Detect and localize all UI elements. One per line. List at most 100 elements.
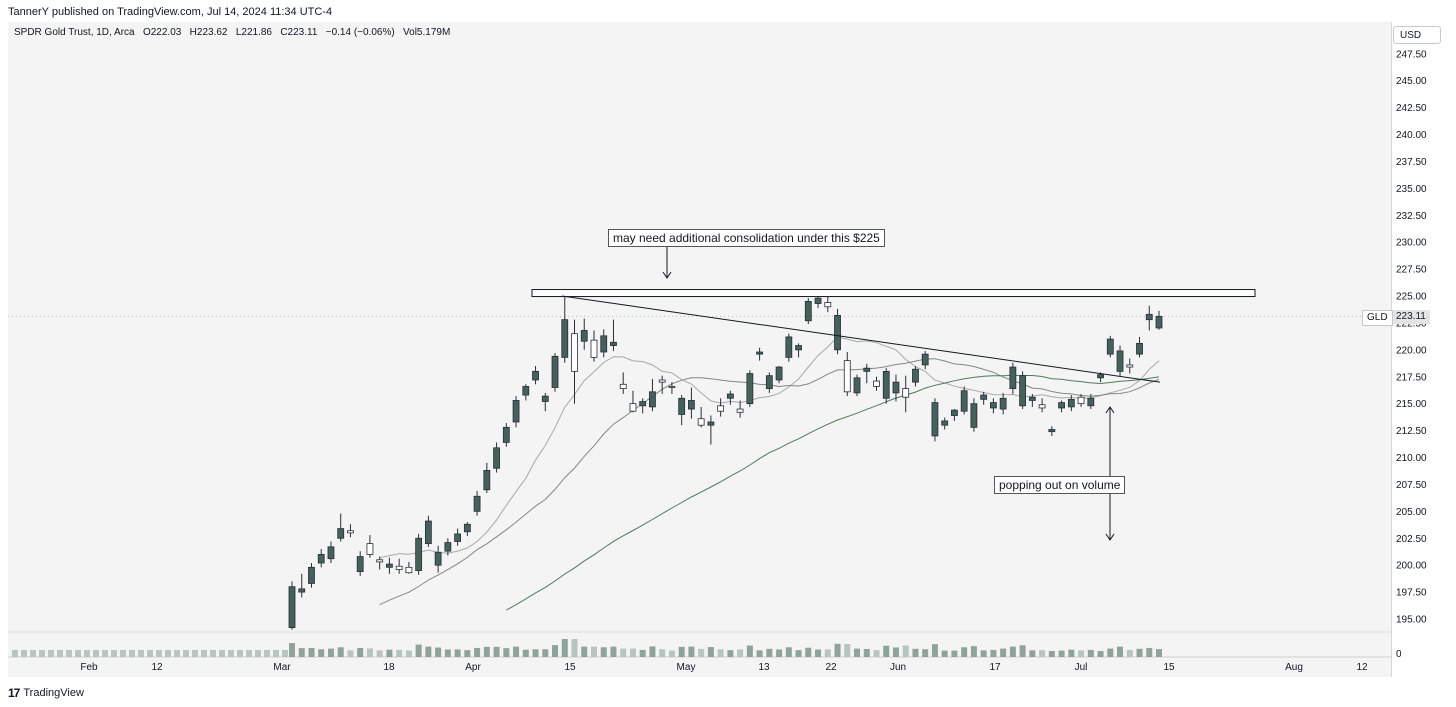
x-tick-label: 13	[758, 662, 770, 673]
volume-bar	[308, 647, 315, 657]
volume-bar	[219, 650, 225, 657]
y-tick-label: 215.00	[1396, 399, 1427, 410]
annotation-volume[interactable]: popping out on volume	[994, 476, 1126, 494]
volume-bar	[1000, 648, 1007, 657]
y-tick-label: 232.50	[1396, 211, 1427, 222]
volume-bar	[120, 650, 126, 657]
volume-bar	[756, 650, 763, 657]
volume-bar	[1058, 650, 1065, 657]
volume-bar	[1029, 650, 1036, 657]
volume-bar	[396, 649, 403, 657]
volume-bar	[590, 646, 597, 657]
candle-body	[726, 393, 734, 399]
volume-bar	[1068, 649, 1075, 657]
candle-body	[317, 554, 325, 564]
x-tick-label: 17	[989, 662, 1001, 673]
candle-body	[658, 379, 666, 383]
candle-body	[1126, 364, 1134, 368]
volume-bar	[1107, 648, 1114, 657]
ma-short-line	[379, 336, 1160, 559]
candle-body	[649, 391, 656, 408]
volume-bar	[815, 649, 822, 657]
candle-body	[1028, 396, 1036, 401]
volume-bar	[805, 647, 812, 657]
candle-body	[424, 520, 432, 545]
candle-body	[1097, 374, 1104, 379]
volume-bar	[668, 650, 675, 657]
y-tick-label: 195.00	[1396, 615, 1427, 626]
candle-body	[415, 537, 423, 571]
candle-body	[571, 333, 578, 372]
annotation-consolidation[interactable]: may need additional consolidation under …	[608, 229, 885, 247]
candle-body	[590, 339, 598, 358]
price-axis[interactable]	[1391, 22, 1449, 677]
candle-body	[921, 353, 929, 366]
chart-pane[interactable]	[8, 22, 1391, 677]
candle-body	[580, 330, 588, 342]
x-tick-label: Mar	[273, 662, 291, 673]
x-tick-label: 22	[825, 662, 837, 673]
y-tick-label: 247.50	[1396, 49, 1427, 60]
x-tick-label: Jul	[1075, 662, 1088, 673]
volume-bar	[961, 647, 968, 657]
volume-bar	[264, 650, 270, 657]
volume-bar	[912, 648, 919, 657]
y-tick-label: 227.50	[1396, 265, 1427, 276]
arrow-head	[1105, 406, 1115, 414]
candle-body	[697, 418, 705, 426]
volume-bar	[707, 647, 714, 657]
candle-body	[824, 302, 832, 308]
volume-bar	[174, 650, 180, 657]
volume-bar	[138, 650, 144, 657]
candle-body	[337, 528, 345, 539]
tradingview-logo-icon: 17	[8, 686, 20, 700]
y-tick-label: 230.00	[1396, 238, 1427, 249]
volume-bar	[649, 646, 656, 657]
volume-bar	[273, 650, 279, 657]
candle-body	[804, 300, 812, 322]
volume-bar	[522, 649, 529, 657]
candle-body	[502, 426, 510, 443]
candle-body	[912, 368, 919, 383]
volume-bar	[347, 650, 354, 657]
volume-bar	[57, 650, 63, 657]
volume-bar	[192, 650, 198, 657]
candle-body	[765, 375, 773, 389]
volume-bar	[980, 650, 987, 657]
candle-body	[561, 319, 569, 358]
candle-body	[1077, 396, 1085, 405]
volume-bar	[776, 649, 783, 657]
candle-body	[610, 341, 617, 346]
volume-bar	[415, 644, 422, 657]
candle-body	[756, 351, 763, 355]
last-price-symbol-tag: GLD	[1362, 310, 1393, 326]
volume-bar	[405, 650, 412, 657]
candle-body	[678, 397, 686, 415]
volume-bar	[795, 650, 802, 657]
volume-bar	[513, 646, 520, 657]
y-tick-label: 205.00	[1396, 507, 1427, 518]
footer-brand[interactable]: 17 TradingView	[8, 686, 84, 700]
volume-bar	[1078, 650, 1085, 657]
volume-bar	[902, 645, 909, 657]
volume-bar	[532, 649, 539, 657]
currency-selector[interactable]: USD	[1393, 26, 1441, 44]
legend-high: H223.62	[189, 27, 228, 38]
volume-bar	[629, 648, 636, 657]
candle-body	[1058, 402, 1065, 409]
x-tick-label: 15	[564, 662, 576, 673]
volume-bar	[298, 648, 305, 657]
volume-bar	[454, 649, 461, 657]
candle-body	[902, 388, 910, 398]
volume-bar	[1048, 651, 1055, 657]
volume-bar	[493, 646, 500, 657]
volume-bar	[581, 646, 588, 657]
volume-bar	[1146, 647, 1153, 657]
candle-body	[1019, 375, 1027, 407]
trendline	[561, 295, 1161, 383]
candle-body	[551, 355, 559, 388]
volume-bar	[255, 650, 261, 657]
volume-bar	[12, 650, 18, 657]
candle-body	[376, 559, 384, 563]
y-tick-label: 240.00	[1396, 130, 1427, 141]
